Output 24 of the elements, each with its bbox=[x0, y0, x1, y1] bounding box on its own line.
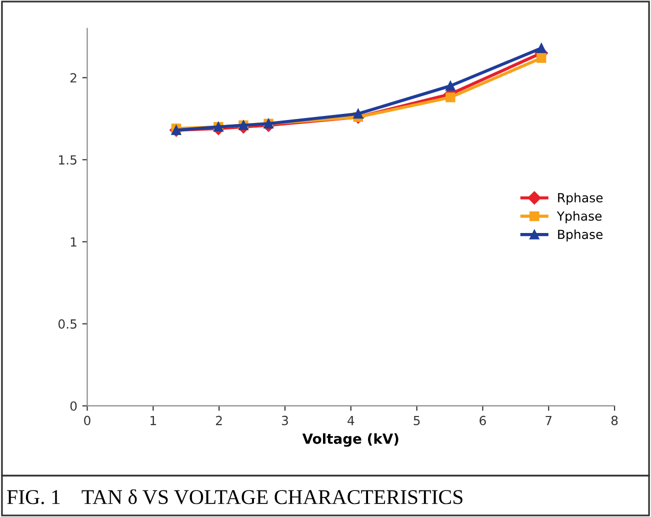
point bbox=[353, 108, 363, 119]
caption: FIG. 1 TAN δ VS VOLTAGE CHARACTERISTICS bbox=[7, 489, 462, 504]
point bbox=[446, 92, 456, 102]
x-tick-label: 4 bbox=[348, 416, 354, 426]
x-axis-title: Voltage (kV) bbox=[302, 433, 398, 447]
point bbox=[536, 43, 546, 53]
legend-label: Yphase bbox=[556, 211, 602, 224]
y-tick-label: 2 bbox=[70, 73, 76, 82]
x-tick-label: 3 bbox=[282, 416, 288, 426]
legend-label: Rphase bbox=[558, 192, 603, 205]
point bbox=[446, 81, 456, 91]
y-tick-label: 0.5 bbox=[58, 319, 76, 329]
y-tick-label: 0 bbox=[70, 401, 77, 411]
x-tick-label: 8 bbox=[611, 416, 618, 426]
y-tick-label: 1.5 bbox=[59, 155, 76, 165]
x-tick-label: 7 bbox=[546, 416, 552, 426]
point bbox=[536, 53, 546, 63]
x-tick-label: 2 bbox=[216, 416, 222, 426]
x-tick-label: 5 bbox=[414, 416, 420, 426]
x-tick-label: 1 bbox=[150, 416, 156, 426]
x-tick-label: 6 bbox=[480, 416, 486, 426]
x-tick-label: 0 bbox=[84, 416, 90, 426]
y-tick-label: 1 bbox=[70, 237, 76, 247]
legend-label: Bphase bbox=[558, 229, 603, 242]
